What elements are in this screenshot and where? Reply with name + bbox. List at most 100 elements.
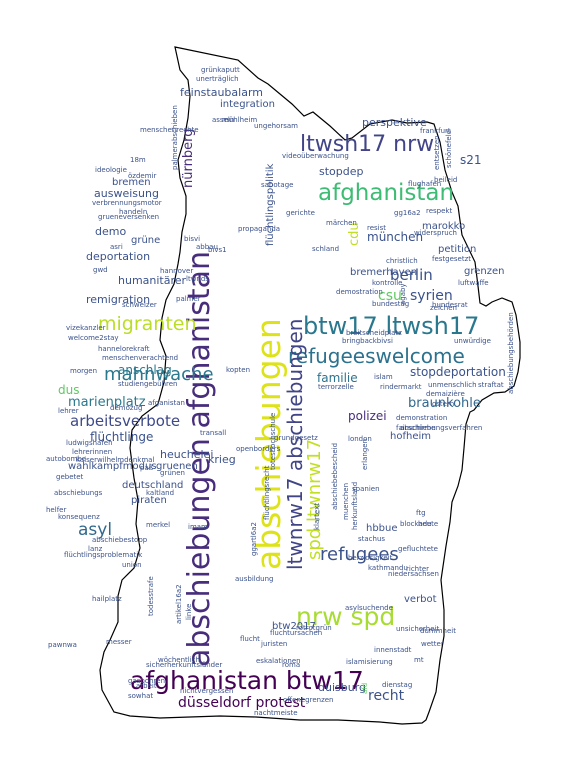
- word: afd: [361, 682, 369, 694]
- word: flughafen: [408, 180, 442, 188]
- word: nrw spd: [296, 602, 396, 631]
- word: muenchen: [342, 482, 350, 520]
- word: ostern: [432, 400, 455, 408]
- word: transall: [200, 429, 227, 437]
- word: csu: [378, 288, 402, 304]
- word: verbot: [404, 594, 437, 605]
- word: frankfurt: [420, 127, 451, 135]
- word: flucht: [240, 635, 260, 643]
- word: handeln: [119, 208, 148, 216]
- word: perspektive: [362, 116, 427, 129]
- word: breitscheidplatz: [346, 329, 402, 337]
- word: herkunftsland: [351, 481, 359, 530]
- word: unsicherheit: [396, 625, 440, 633]
- word: kathmandu: [368, 564, 408, 572]
- word: innenstadt: [374, 646, 412, 654]
- word: abschiebungsbehörden: [507, 312, 515, 394]
- word: afganistan: [148, 399, 185, 407]
- word: gasbohren: [128, 677, 166, 685]
- word: helfer: [46, 506, 67, 514]
- word: btw17 ltwsh17: [303, 312, 480, 340]
- word: bundestag: [372, 300, 410, 308]
- word: ideologie: [95, 166, 127, 174]
- word: kaiserwilhelmdenkmal: [76, 456, 155, 464]
- word: marienplatz: [68, 395, 146, 410]
- word: hailplatz: [92, 595, 122, 603]
- word: arbeit: [136, 682, 157, 690]
- word: morgen: [70, 367, 98, 375]
- word: ausbildung: [235, 575, 274, 583]
- word: studiengebühren: [118, 380, 178, 388]
- word: familie: [317, 371, 358, 385]
- word: ludwigshafen: [66, 439, 113, 447]
- word: lehrer: [58, 407, 79, 415]
- word: mahnwache: [104, 364, 214, 385]
- word: ftg: [416, 509, 426, 517]
- word: sowhat: [128, 692, 154, 700]
- word: kopten: [226, 366, 251, 374]
- word: gg16a2: [394, 209, 421, 217]
- word: bremen: [112, 177, 151, 188]
- word: integration: [220, 99, 275, 110]
- word: propaganda: [238, 225, 281, 233]
- word: ggartl6a2: [250, 522, 258, 556]
- word: anschlag: [118, 363, 172, 377]
- word: luftwaffe: [458, 279, 489, 287]
- word: unerträglich: [196, 75, 239, 83]
- word: dummheit: [420, 627, 456, 635]
- word: heuchelei: [160, 448, 214, 461]
- word: asseln: [212, 116, 235, 124]
- word: grueneversenken: [98, 213, 160, 221]
- word: linke: [185, 603, 193, 620]
- word: özdemir: [128, 172, 157, 180]
- word: agaby: [399, 283, 407, 305]
- word: sabotage: [261, 181, 294, 189]
- word: respekt: [426, 207, 453, 215]
- word: polizei: [348, 409, 387, 423]
- word: schönefeld: [445, 129, 453, 168]
- word: ltwnrw17 abschiebungen: [283, 318, 307, 570]
- word: konsequenz: [58, 513, 100, 521]
- word: fairschirme: [396, 424, 436, 432]
- word: demozug: [110, 404, 143, 412]
- word: grundgesetz: [274, 434, 318, 442]
- word: ltwnds: [186, 275, 209, 283]
- word: märchen: [326, 219, 357, 227]
- word: festgesetzt: [432, 255, 472, 263]
- word: palmer: [176, 295, 201, 303]
- word: resist: [367, 224, 387, 232]
- word: ungehorsam: [254, 122, 298, 130]
- word: flüchtlingspolitik: [265, 163, 276, 246]
- word: openborders: [236, 445, 281, 453]
- word: paß: [140, 464, 154, 472]
- word: demaizière: [426, 390, 465, 398]
- word: nichtvergessen: [180, 687, 234, 695]
- word: pawnwa: [48, 641, 77, 649]
- word: autobombe: [46, 455, 87, 463]
- word: bivs1: [208, 246, 227, 254]
- word: london: [348, 435, 372, 443]
- word: düsseldorf protest: [178, 695, 306, 711]
- word: juristen: [261, 640, 288, 648]
- word: zeichen: [430, 304, 457, 312]
- word: ltwsh17 nrw: [300, 132, 435, 157]
- word: sicherherkunftsländer: [146, 661, 223, 669]
- word: abschiebebescheid: [331, 442, 339, 510]
- word: deportation: [86, 250, 151, 263]
- word: merkel: [146, 521, 171, 529]
- word: messer: [106, 638, 132, 646]
- word: mühlheim: [222, 116, 258, 124]
- word: fluchtursachen: [270, 629, 323, 637]
- word: spd ltwnrw17: [304, 438, 325, 560]
- word: abschiebungs: [54, 489, 103, 497]
- word: erlangen: [361, 438, 369, 470]
- word: rotrotgrün: [296, 624, 332, 632]
- word: beileid: [434, 176, 458, 184]
- word: duisburg: [318, 681, 367, 694]
- word: islam: [374, 373, 393, 381]
- word: afghanistan btw17: [130, 666, 364, 695]
- word: remigration: [86, 293, 151, 306]
- word: btw2017: [272, 621, 316, 632]
